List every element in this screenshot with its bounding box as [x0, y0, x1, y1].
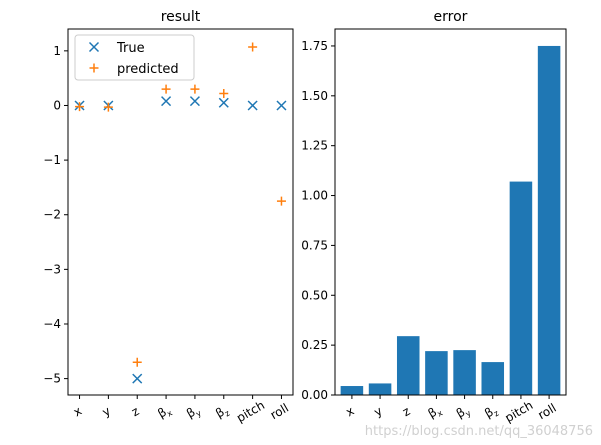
y-tick-label: 1.00 [301, 189, 328, 203]
legend-label: predicted [117, 62, 179, 77]
error-bar [537, 45, 561, 396]
x-tick-label: roll [536, 401, 559, 422]
x-tick-label: βy [454, 402, 473, 422]
error-bar [425, 351, 448, 395]
x-tick-label: y [100, 404, 113, 420]
error-axes: error 0.00 0.25 0.50 0.75 1.00 1.25 1.50 1.75 x y z… [301, 9, 567, 425]
predicted-point [132, 357, 142, 367]
y-tick-label: −2 [43, 208, 61, 222]
error-bar [453, 350, 476, 395]
x-tick-label: pitch [234, 398, 267, 425]
true-point [161, 96, 172, 107]
y-tick-label: −5 [43, 372, 61, 386]
chart-title: error [434, 9, 468, 25]
y-tick-label: 1 [53, 44, 61, 58]
x-tick-label: βx [155, 402, 174, 422]
x-tick-label: z [129, 404, 141, 419]
y-tick-label: 0.25 [301, 338, 328, 352]
axes-frame [67, 28, 294, 396]
x-tick-label: z [400, 404, 412, 419]
predicted-point [219, 88, 229, 98]
x-tick-label: roll [268, 401, 291, 422]
y-tick-label: 0.50 [301, 288, 328, 302]
true-point [132, 373, 143, 384]
predicted-point [75, 102, 85, 112]
true-point [218, 97, 229, 108]
error-bar [368, 383, 392, 395]
y-tick-label: 1.25 [301, 139, 328, 153]
predicted-point [248, 42, 258, 52]
true-point [276, 100, 287, 111]
legend: True predicted [74, 34, 195, 81]
error-bar [340, 386, 364, 395]
y-tick-label: −1 [43, 153, 61, 167]
y-tick-label: 1.50 [301, 89, 328, 103]
legend-marker [88, 41, 100, 53]
predicted-point [161, 84, 171, 94]
legend-marker [89, 63, 99, 73]
x-tick-label: βz [482, 403, 500, 423]
x-tick-label: x [343, 404, 356, 420]
y-tick-label: −4 [43, 317, 61, 331]
true-point [189, 96, 200, 107]
x-tick-label: x [71, 404, 84, 420]
legend-label: True [116, 41, 145, 56]
y-tick-label: 0.75 [301, 238, 328, 252]
y-tick-label: 1.75 [301, 39, 328, 53]
axes-frame [334, 28, 567, 396]
y-tick-label: 0.00 [301, 388, 328, 402]
true-point [247, 100, 258, 111]
x-tick-label: y [371, 404, 384, 420]
predicted-point [103, 102, 113, 112]
x-tick-label: βz [213, 403, 231, 423]
error-bar [481, 362, 505, 395]
chart-title: result [161, 9, 201, 25]
predicted-point [276, 196, 286, 206]
result-axes: result 1 0 −1 −2 −3 −4 −5 x y z βx βy βz pitch roll True… [43, 9, 294, 425]
y-tick-label: 0 [53, 98, 61, 112]
error-bar [509, 181, 533, 395]
x-tick-label: βx [426, 402, 445, 422]
predicted-point [190, 84, 200, 94]
x-tick-label: pitch [502, 398, 535, 425]
y-tick-label: −3 [43, 262, 61, 276]
legend-box [74, 34, 195, 81]
error-bar [396, 336, 420, 395]
x-tick-label: βy [184, 402, 203, 422]
